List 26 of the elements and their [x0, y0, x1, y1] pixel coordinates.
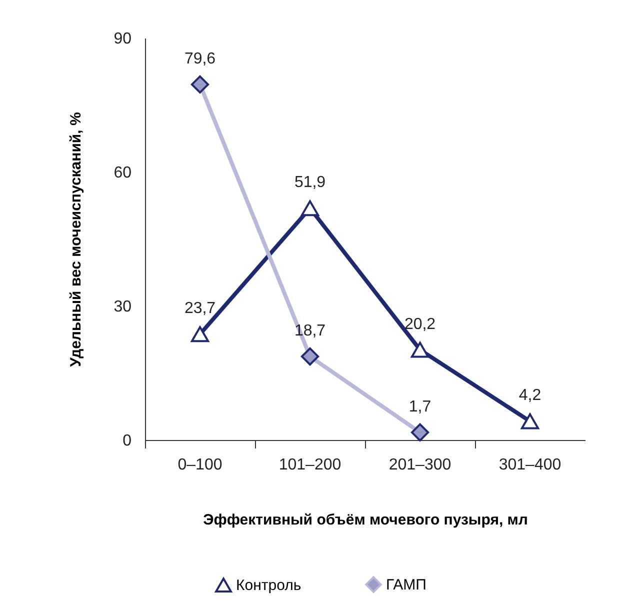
- point: [410, 342, 430, 358]
- y-axis-title: Удельный вес мочеиспусканий, %: [68, 112, 85, 367]
- legend-label: ГАМП: [386, 576, 426, 594]
- data-label: 79,6: [184, 50, 216, 68]
- point: [300, 200, 320, 216]
- data-label: 20,2: [404, 316, 436, 333]
- point: [190, 326, 210, 342]
- x-tick-label: 301–400: [498, 456, 562, 474]
- y-tick-label: 60: [114, 164, 132, 182]
- y-tick-label: 90: [114, 30, 132, 48]
- data-label: 1,7: [408, 398, 432, 416]
- x-tick-label: 101–200: [278, 456, 342, 474]
- legend-label: Контроль: [236, 577, 302, 594]
- point: [410, 423, 430, 442]
- data-label: 18,7: [294, 322, 326, 340]
- point: [190, 75, 210, 94]
- data-label: 4,2: [518, 387, 542, 404]
- x-tick-label: 0–100: [178, 456, 222, 474]
- data-label: 51,9: [294, 174, 326, 192]
- y-tick-label: 30: [114, 298, 132, 316]
- x-axis-title: Эффективный объём мочевого пузыря, мл: [203, 512, 528, 528]
- data-label: 23,7: [184, 300, 216, 318]
- y-tick-label: 0: [122, 432, 132, 450]
- point: [520, 413, 540, 430]
- x-tick-label: 201–300: [388, 456, 452, 474]
- point: [300, 347, 320, 366]
